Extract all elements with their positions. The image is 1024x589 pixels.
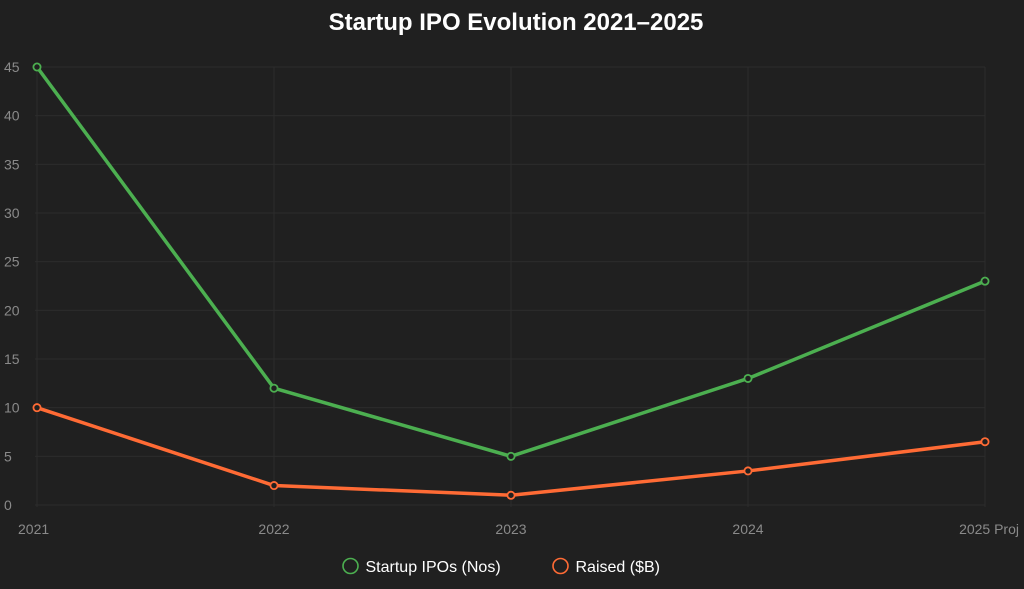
data-point[interactable] [269,481,279,491]
chart-title: Startup IPO Evolution 2021–2025 [329,9,704,36]
data-point[interactable] [743,466,753,476]
y-tick-label: 0 [4,497,12,513]
data-point[interactable] [506,490,516,500]
y-tick-label: 35 [4,156,20,172]
y-tick-label: 40 [4,108,20,124]
y-tick-label: 30 [4,205,20,221]
legend-item[interactable]: Startup IPOs (Nos) [342,557,501,577]
x-axis-ticks: 2021 2022 2023 2024 2025 Proj [18,521,1019,537]
data-point[interactable] [32,403,42,413]
data-point[interactable] [980,437,990,447]
x-tick-label: 2021 [18,521,49,537]
y-tick-label: 10 [4,400,20,416]
x-tick-label: 2025 Proj [959,521,1019,537]
y-tick-label: 5 [4,448,12,464]
legend-marker-icon [342,557,359,575]
y-tick-label: 25 [4,254,20,270]
legend-label: Startup IPOs (Nos) [366,559,501,576]
legend-marker-icon [552,557,569,575]
data-point[interactable] [743,373,753,383]
legend-label: Raised ($B) [576,559,660,576]
y-tick-label: 15 [4,351,20,367]
y-axis-ticks: 0 5 10 15 20 25 30 35 40 45 [4,59,20,513]
series-1 [32,403,990,500]
grid-lines [35,66,986,507]
data-point[interactable] [980,276,990,286]
x-tick-label: 2023 [495,521,526,537]
data-point[interactable] [269,383,279,393]
data-point[interactable] [32,62,42,72]
x-tick-label: 2024 [732,521,763,537]
x-tick-label: 2022 [258,521,289,537]
y-tick-label: 45 [4,59,20,75]
legend-item[interactable]: Raised ($B) [552,557,660,577]
series-0 [32,62,990,461]
legend: Startup IPOs (Nos) Raised ($B) [342,557,660,577]
data-point[interactable] [506,451,516,461]
y-tick-label: 20 [4,302,20,318]
series-lines [32,62,990,500]
